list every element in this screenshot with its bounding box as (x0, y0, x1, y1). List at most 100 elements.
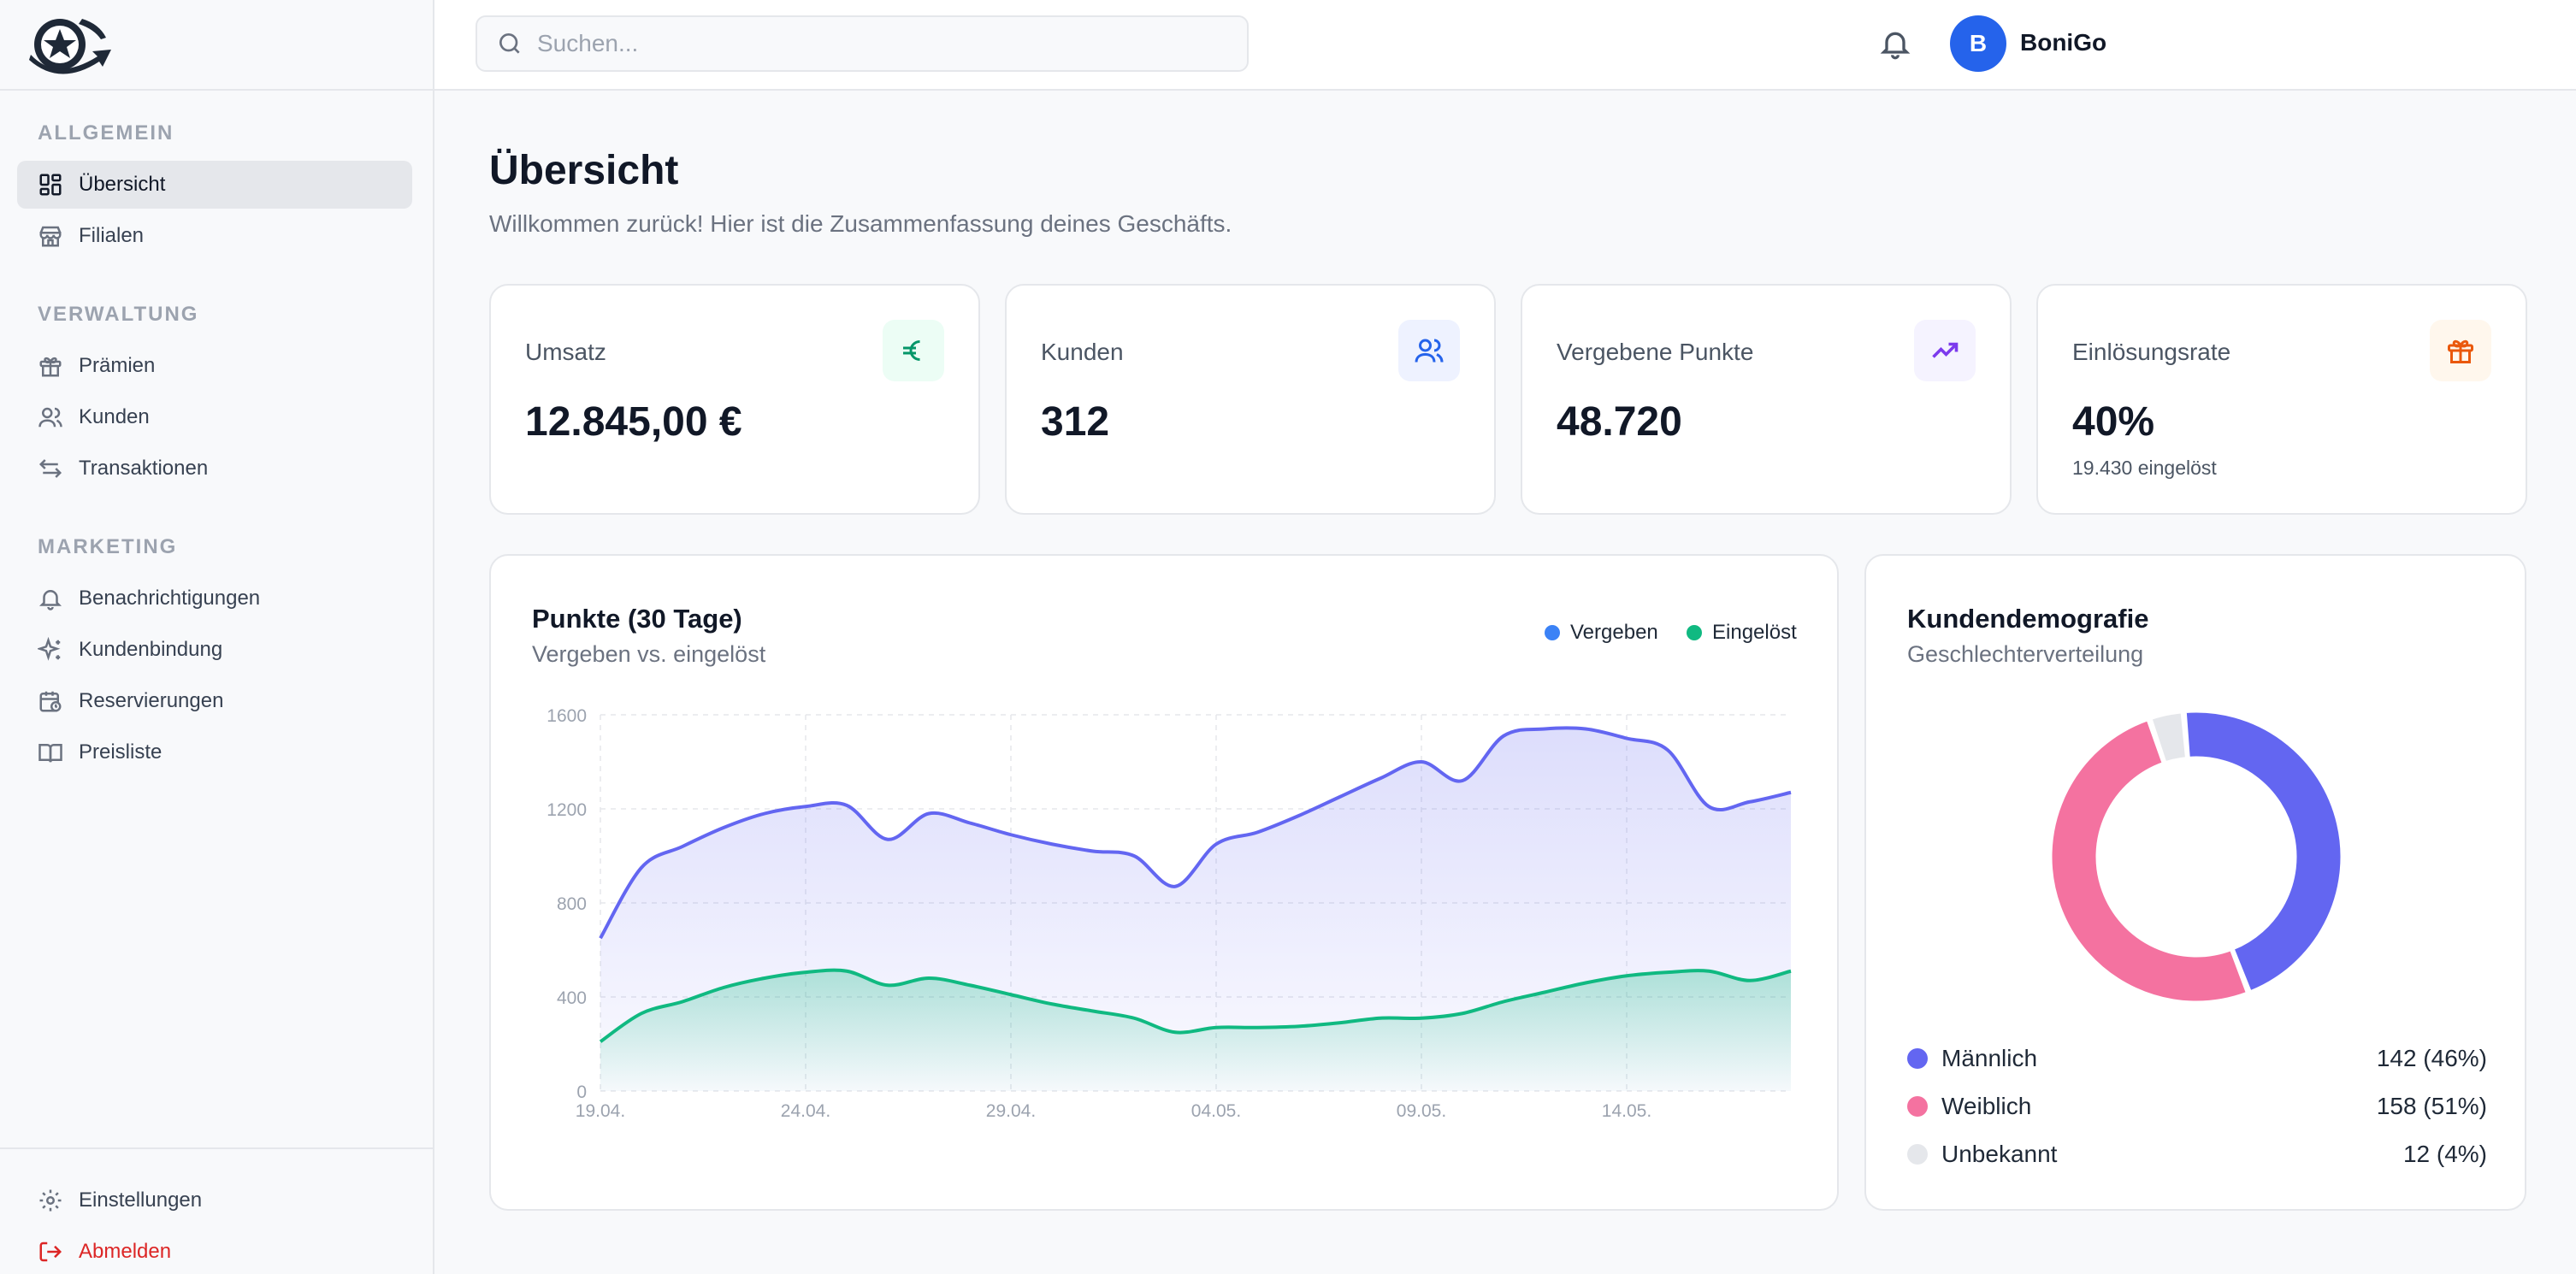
stat-card-umsatz: Umsatz 12.845,00 € (489, 284, 980, 515)
store-icon (38, 223, 63, 249)
topbar (434, 0, 2576, 91)
sidebar-item-label: Transaktionen (79, 457, 209, 480)
x-tick-label: 04.05. (1191, 1101, 1241, 1121)
series-line-vergeben (599, 726, 1792, 940)
logout-icon (38, 1239, 63, 1265)
demo-value: 158 (51%) (2376, 1093, 2487, 1119)
stat-value: 312 (1041, 399, 1110, 445)
donut-slice-weiblich (2049, 717, 2249, 1004)
stat-label: Einlösungsrate (2072, 339, 2231, 365)
page-title: Übersicht (489, 148, 679, 193)
avatar[interactable]: B (1950, 15, 2006, 72)
stat-label: Vergebene Punkte (1557, 339, 1754, 365)
x-tick-label: 14.05. (1602, 1101, 1651, 1121)
demographics-card: Kundendemografie Geschlechterverteilung … (1864, 554, 2526, 1211)
users-icon (38, 404, 63, 430)
sidebar-item-label: Prämien (79, 354, 156, 377)
trending-up-icon (1914, 320, 1976, 381)
points-chart-card: Punkte (30 Tage) Vergeben vs. eingelöst … (489, 554, 1839, 1211)
demo-title: Kundendemografie (1907, 604, 2149, 634)
sidebar-item-label: Abmelden (79, 1240, 172, 1263)
series-area-eingelöst (600, 970, 1791, 1091)
y-tick-label: 0 (576, 1082, 587, 1102)
sidebar-item-label: Reservierungen (79, 689, 224, 712)
nav-section-verwaltung: VERWALTUNG (38, 303, 199, 326)
sidebar-item-benachrichtigungen[interactable]: Benachrichtigungen (17, 575, 412, 622)
gift-icon (2430, 320, 2491, 381)
demo-value: 12 (4%) (2402, 1141, 2487, 1167)
search-icon (499, 33, 520, 54)
donut-slice-unbekannt (2149, 711, 2189, 764)
x-tick-label: 19.04. (576, 1101, 625, 1121)
chart-title: Punkte (30 Tage) (532, 604, 742, 634)
sidebar-item-uebersicht[interactable]: Übersicht (17, 161, 412, 209)
sidebar-item-label: Einstellungen (79, 1188, 203, 1212)
notification-bell-icon[interactable] (1878, 26, 1912, 62)
legend-dot (1907, 1144, 1928, 1165)
sidebar-item-einstellungen[interactable]: Einstellungen (17, 1177, 412, 1224)
search-box[interactable] (476, 15, 1249, 72)
sidebar-item-filialen[interactable]: Filialen (17, 212, 412, 260)
demo-label: Unbekannt (1941, 1141, 2058, 1167)
sidebar-item-kundenbindung[interactable]: Kundenbindung (17, 626, 412, 674)
dashboard-icon (38, 172, 63, 198)
sidebar-item-label: Benachrichtigungen (79, 587, 261, 610)
legend-label: Vergeben (1570, 621, 1658, 644)
stat-card-vergebene-punkte: Vergebene Punkte 48.720 (1521, 284, 2012, 515)
gift-icon (38, 353, 63, 379)
book-icon (38, 740, 63, 765)
legend-dot (1687, 625, 1702, 640)
users-icon (1398, 320, 1460, 381)
calendar-clock-icon (38, 688, 63, 714)
nav-section-allgemein: ALLGEMEIN (38, 121, 174, 145)
demo-row-unbekannt: Unbekannt 12 (4%) (1907, 1137, 2487, 1171)
stat-value: 12.845,00 € (525, 399, 742, 445)
legend-dot (1907, 1048, 1928, 1069)
sidebar-item-label: Filialen (79, 224, 145, 247)
demo-value: 142 (46%) (2376, 1045, 2487, 1071)
stat-card-kunden: Kunden 312 (1005, 284, 1496, 515)
stat-value: 40% (2072, 399, 2155, 445)
sidebar-item-reservierungen[interactable]: Reservierungen (17, 677, 412, 725)
demo-subtitle: Geschlechterverteilung (1907, 641, 2144, 667)
legend-dot (1907, 1096, 1928, 1117)
x-tick-label: 09.05. (1397, 1101, 1446, 1121)
sidebar-divider (0, 1147, 433, 1149)
bell-icon (38, 586, 63, 611)
search-input[interactable] (537, 30, 1204, 57)
sidebar-item-praemien[interactable]: Prämien (17, 342, 412, 390)
x-tick-label: 29.04. (986, 1101, 1036, 1121)
sidebar-item-label: Kundenbindung (79, 638, 223, 661)
y-tick-label: 800 (557, 894, 587, 914)
sidebar-item-preisliste[interactable]: Preisliste (17, 728, 412, 776)
gender-donut-chart (2049, 710, 2343, 1004)
arrows-icon (38, 456, 63, 481)
logo-area (0, 0, 433, 91)
stat-card-einloesungsrate: Einlösungsrate 40% 19.430 eingelöst (2036, 284, 2527, 515)
x-tick-label: 24.04. (781, 1101, 830, 1121)
sidebar-item-abmelden[interactable]: Abmelden (17, 1228, 412, 1274)
page-subtitle: Willkommen zurück! Hier ist die Zusammen… (489, 210, 1232, 237)
y-tick-label: 400 (557, 988, 587, 1008)
donut-slice-männlich (2183, 710, 2343, 994)
sidebar-item-transaktionen[interactable]: Transaktionen (17, 445, 412, 492)
stat-value: 48.720 (1557, 399, 1682, 445)
demo-row-maennlich: Männlich 142 (46%) (1907, 1041, 2487, 1076)
sidebar-item-label: Übersicht (79, 173, 166, 196)
demo-label: Männlich (1941, 1045, 2038, 1071)
demo-row-weiblich: Weiblich 158 (51%) (1907, 1089, 2487, 1124)
stat-sub: 19.430 eingelöst (2072, 457, 2217, 479)
chart-subtitle: Vergeben vs. eingelöst (532, 641, 766, 667)
sidebar-item-kunden[interactable]: Kunden (17, 393, 412, 441)
legend-item-eingeloest[interactable]: Eingelöst (1687, 621, 1797, 645)
user-name[interactable]: BoniGo (2020, 29, 2107, 56)
legend-item-vergeben[interactable]: Vergeben (1545, 621, 1658, 645)
demo-label: Weiblich (1941, 1093, 2032, 1119)
brand-logo[interactable] (22, 12, 116, 77)
euro-icon (883, 320, 944, 381)
sidebar-item-label: Kunden (79, 405, 150, 428)
nav-section-marketing: MARKETING (38, 535, 178, 558)
series-line-eingelöst (599, 968, 1792, 1043)
legend-dot (1545, 625, 1560, 640)
sidebar-item-label: Preisliste (79, 740, 162, 764)
